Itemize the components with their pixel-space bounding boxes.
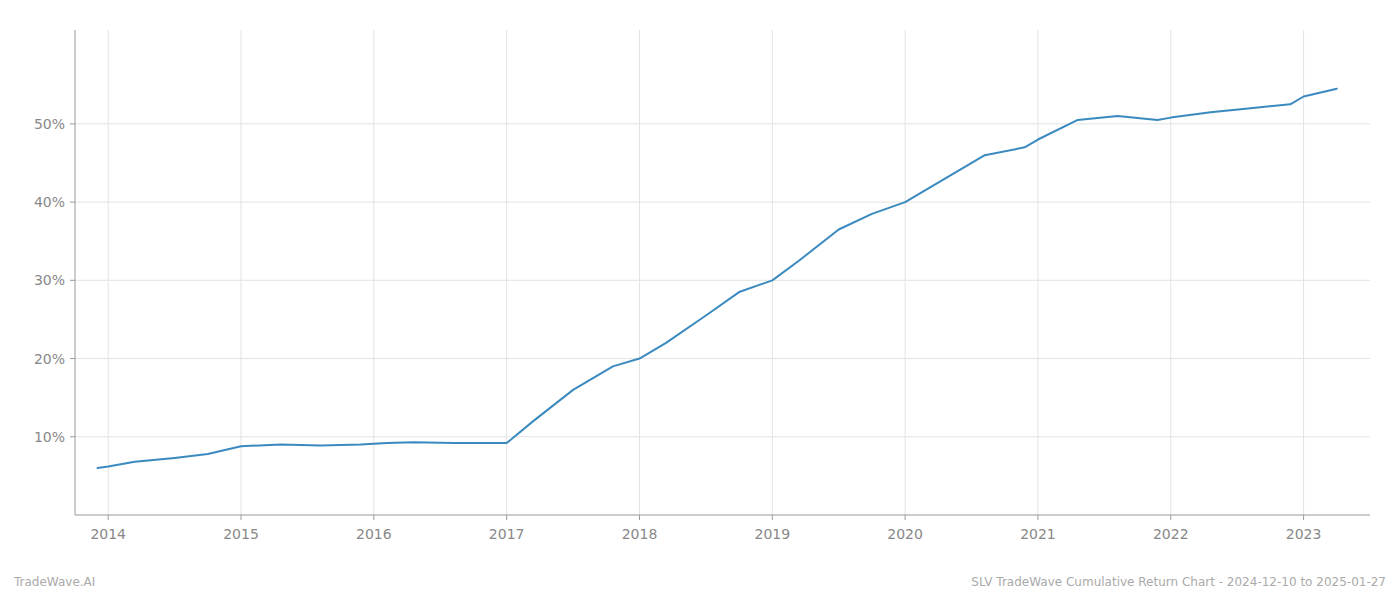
x-tick-label: 2018 <box>622 526 658 542</box>
y-tick-label: 50% <box>34 116 65 132</box>
x-tick <box>772 515 773 520</box>
x-tick-label: 2017 <box>489 526 525 542</box>
y-grid-line <box>75 123 1370 124</box>
x-grid-line <box>241 30 242 515</box>
background <box>0 0 1400 600</box>
page: {"chart_data": {"type": "line", "x": [20… <box>0 0 1400 600</box>
footer-left: TradeWave.AI <box>13 575 95 589</box>
x-grid-line <box>108 30 109 515</box>
x-grid-line <box>905 30 906 515</box>
x-tick-label: 2020 <box>887 526 923 542</box>
x-tick-label: 2023 <box>1286 526 1322 542</box>
series-group <box>98 89 1337 468</box>
x-tick-label: 2016 <box>356 526 392 542</box>
axes: 2014 2015 2016 2017 2018 2019 2020 2021 2022 2023… <box>34 30 1370 542</box>
y-tick-label: 40% <box>34 194 65 210</box>
x-tick-label: 2021 <box>1020 526 1056 542</box>
x-grid-line <box>772 30 773 515</box>
chart-svg: 2014 2015 2016 2017 2018 2019 2020 2021 2022 2023… <box>0 0 1400 600</box>
x-grid-line <box>1170 30 1171 515</box>
x-grid-line <box>639 30 640 515</box>
x-grid-line <box>1303 30 1304 515</box>
x-tick <box>108 515 109 520</box>
x-tick <box>241 515 242 520</box>
x-grid-line <box>1037 30 1038 515</box>
y-grid-line <box>75 358 1370 359</box>
y-tick <box>70 280 75 281</box>
x-tick-label: 2019 <box>754 526 790 542</box>
y-tick <box>70 202 75 203</box>
grid <box>75 30 1370 515</box>
x-tick-label: 2014 <box>90 526 126 542</box>
y-tick <box>70 436 75 437</box>
x-axis-line <box>75 515 1370 516</box>
x-grid-line <box>373 30 374 515</box>
x-tick <box>1303 515 1304 520</box>
series-line <box>98 89 1337 468</box>
x-tick <box>1170 515 1171 520</box>
y-axis-line <box>75 30 76 515</box>
y-tick-label: 10% <box>34 429 65 445</box>
y-tick-label: 20% <box>34 351 65 367</box>
x-tick <box>905 515 906 520</box>
footer-right: SLV TradeWave Cumulative Return Chart - … <box>971 575 1386 589</box>
y-tick <box>70 123 75 124</box>
x-tick <box>1037 515 1038 520</box>
x-tick-label: 2022 <box>1153 526 1189 542</box>
y-tick-label: 30% <box>34 272 65 288</box>
x-tick-label: 2015 <box>223 526 259 542</box>
y-grid-line <box>75 202 1370 203</box>
y-grid-line <box>75 436 1370 437</box>
x-tick <box>373 515 374 520</box>
x-tick <box>506 515 507 520</box>
y-tick <box>70 358 75 359</box>
chart-container: 2014 2015 2016 2017 2018 2019 2020 2021 2022 2023… <box>0 0 1400 600</box>
x-tick <box>639 515 640 520</box>
y-grid-line <box>75 280 1370 281</box>
